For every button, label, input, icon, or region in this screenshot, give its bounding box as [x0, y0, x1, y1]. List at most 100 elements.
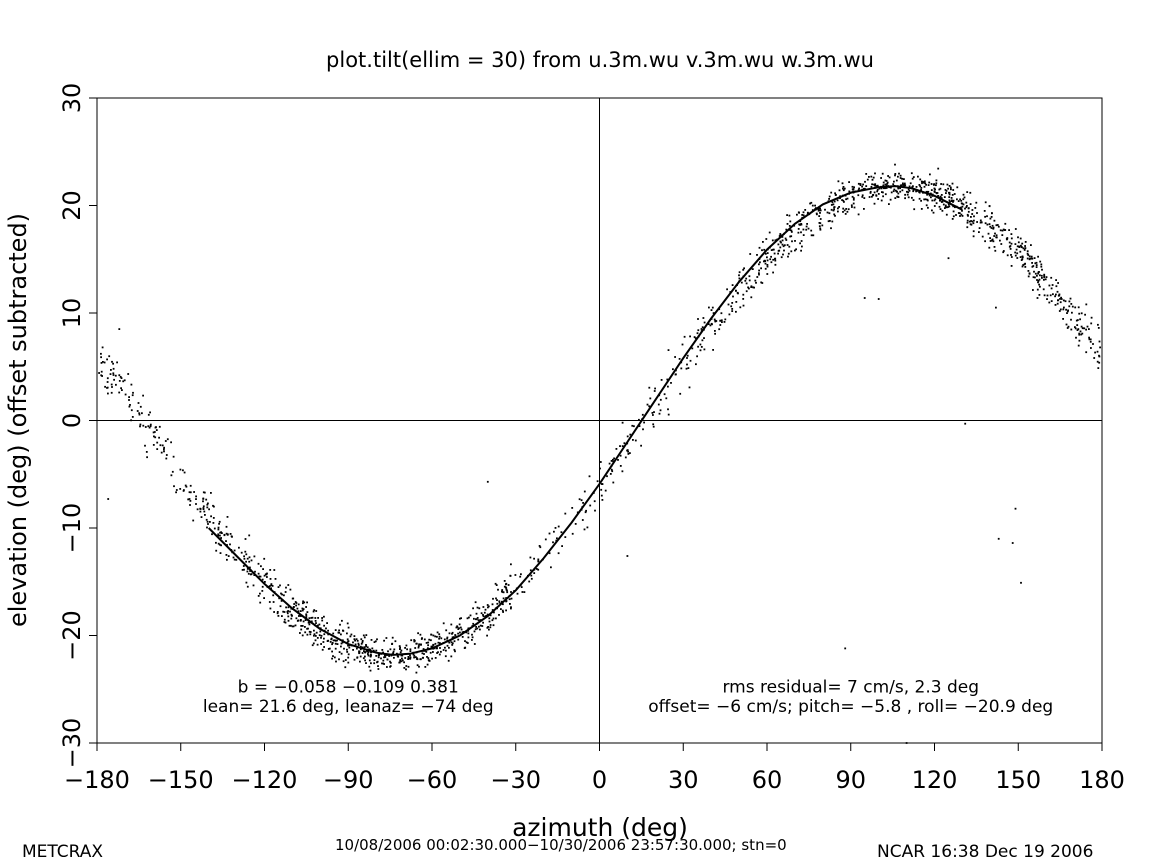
scatter-point: [473, 630, 476, 633]
scatter-point: [218, 543, 221, 546]
scatter-point: [138, 413, 141, 416]
scatter-point: [495, 617, 497, 620]
scatter-point: [1056, 302, 1059, 305]
scatter-point: [280, 592, 282, 595]
scatter-point: [601, 483, 603, 485]
scatter-point: [1021, 242, 1024, 245]
scatter-point: [1097, 327, 1100, 329]
scatter-point: [529, 556, 532, 559]
scatter-point: [585, 509, 587, 512]
scatter-point: [1002, 250, 1005, 252]
scatter-point: [899, 190, 902, 193]
scatter-point: [699, 349, 702, 352]
scatter-point: [766, 264, 769, 266]
scatter-point: [370, 654, 372, 657]
scatter-point: [869, 190, 872, 193]
scatter-point: [778, 235, 781, 237]
scatter-point: [427, 644, 429, 647]
scatter-point: [1024, 241, 1027, 243]
scatter-point: [248, 534, 251, 537]
scatter-point: [966, 213, 969, 216]
scatter-point: [206, 520, 209, 523]
scatter-point: [1077, 344, 1080, 347]
scatter-point: [480, 612, 483, 615]
scatter-point: [219, 534, 221, 537]
scatter-point: [276, 611, 279, 613]
scatter-point: [340, 652, 343, 655]
scatter-point: [516, 592, 519, 595]
scatter-point: [1097, 323, 1099, 326]
scatter-point: [930, 183, 933, 185]
scatter-point: [185, 485, 188, 488]
scatter-point: [719, 324, 722, 326]
scatter-point: [127, 373, 130, 375]
scatter-point: [1037, 255, 1039, 258]
scatter-point: [1020, 246, 1023, 249]
scatter-point: [943, 196, 946, 198]
scatter-point: [1040, 263, 1043, 266]
scatter-point: [786, 244, 789, 246]
scatter-point: [1046, 294, 1049, 297]
scatter-point: [789, 229, 792, 231]
scatter-point: [818, 215, 821, 217]
scatter-point: [890, 191, 893, 194]
scatter-point: [894, 163, 896, 166]
scatter-point: [842, 186, 845, 188]
scatter-point: [368, 665, 371, 668]
scatter-point: [247, 572, 250, 575]
scatter-point: [876, 184, 879, 187]
scatter-point: [975, 201, 978, 204]
scatter-point: [429, 651, 432, 654]
scatter-point: [100, 352, 102, 355]
scatter-point: [288, 624, 291, 627]
scatter-point: [907, 196, 910, 199]
scatter-point: [330, 638, 333, 641]
scatter-point: [203, 510, 206, 513]
scatter-point: [842, 211, 844, 213]
scatter-point: [693, 336, 696, 338]
scatter-point: [346, 632, 348, 635]
scatter-point: [257, 595, 260, 597]
scatter-point: [367, 654, 370, 657]
scatter-point: [287, 610, 289, 612]
scatter-point: [811, 209, 814, 211]
scatter-point: [120, 387, 122, 390]
scatter-point: [1041, 277, 1043, 279]
scatter-point: [460, 628, 463, 631]
scatter-point: [257, 572, 260, 575]
scatter-point: [253, 555, 256, 558]
scatter-point: [833, 200, 836, 203]
scatter-point: [709, 324, 712, 327]
scatter-point: [450, 641, 453, 644]
scatter-point: [753, 286, 755, 289]
scatter-point: [819, 207, 821, 210]
scatter-point: [947, 187, 949, 190]
scatter-point: [851, 206, 853, 208]
scatter-point: [851, 185, 854, 188]
scatter-point: [138, 412, 141, 415]
scatter-point: [726, 288, 728, 291]
scatter-point: [900, 184, 903, 187]
scatter-point: [886, 182, 889, 185]
scatter-point: [215, 549, 218, 552]
scatter-point: [155, 429, 158, 431]
scatter-point: [323, 637, 325, 640]
scatter-point: [409, 657, 412, 660]
scatter-point: [530, 574, 533, 577]
scatter-point: [472, 622, 475, 625]
scatter-point: [817, 207, 820, 210]
scatter-point: [1085, 328, 1087, 331]
scatter-point: [156, 441, 159, 444]
scatter-point: [323, 646, 325, 648]
scatter-point: [287, 619, 290, 622]
scatter-point: [1059, 301, 1062, 304]
scatter-point: [158, 436, 160, 439]
scatter-point: [263, 574, 266, 577]
scatter-point: [894, 173, 897, 175]
scatter-point: [638, 425, 641, 427]
scatter-point: [789, 220, 792, 223]
scatter-point: [287, 615, 290, 618]
scatter-point: [365, 644, 367, 646]
scatter-point: [210, 492, 212, 494]
scatter-point: [355, 638, 358, 641]
